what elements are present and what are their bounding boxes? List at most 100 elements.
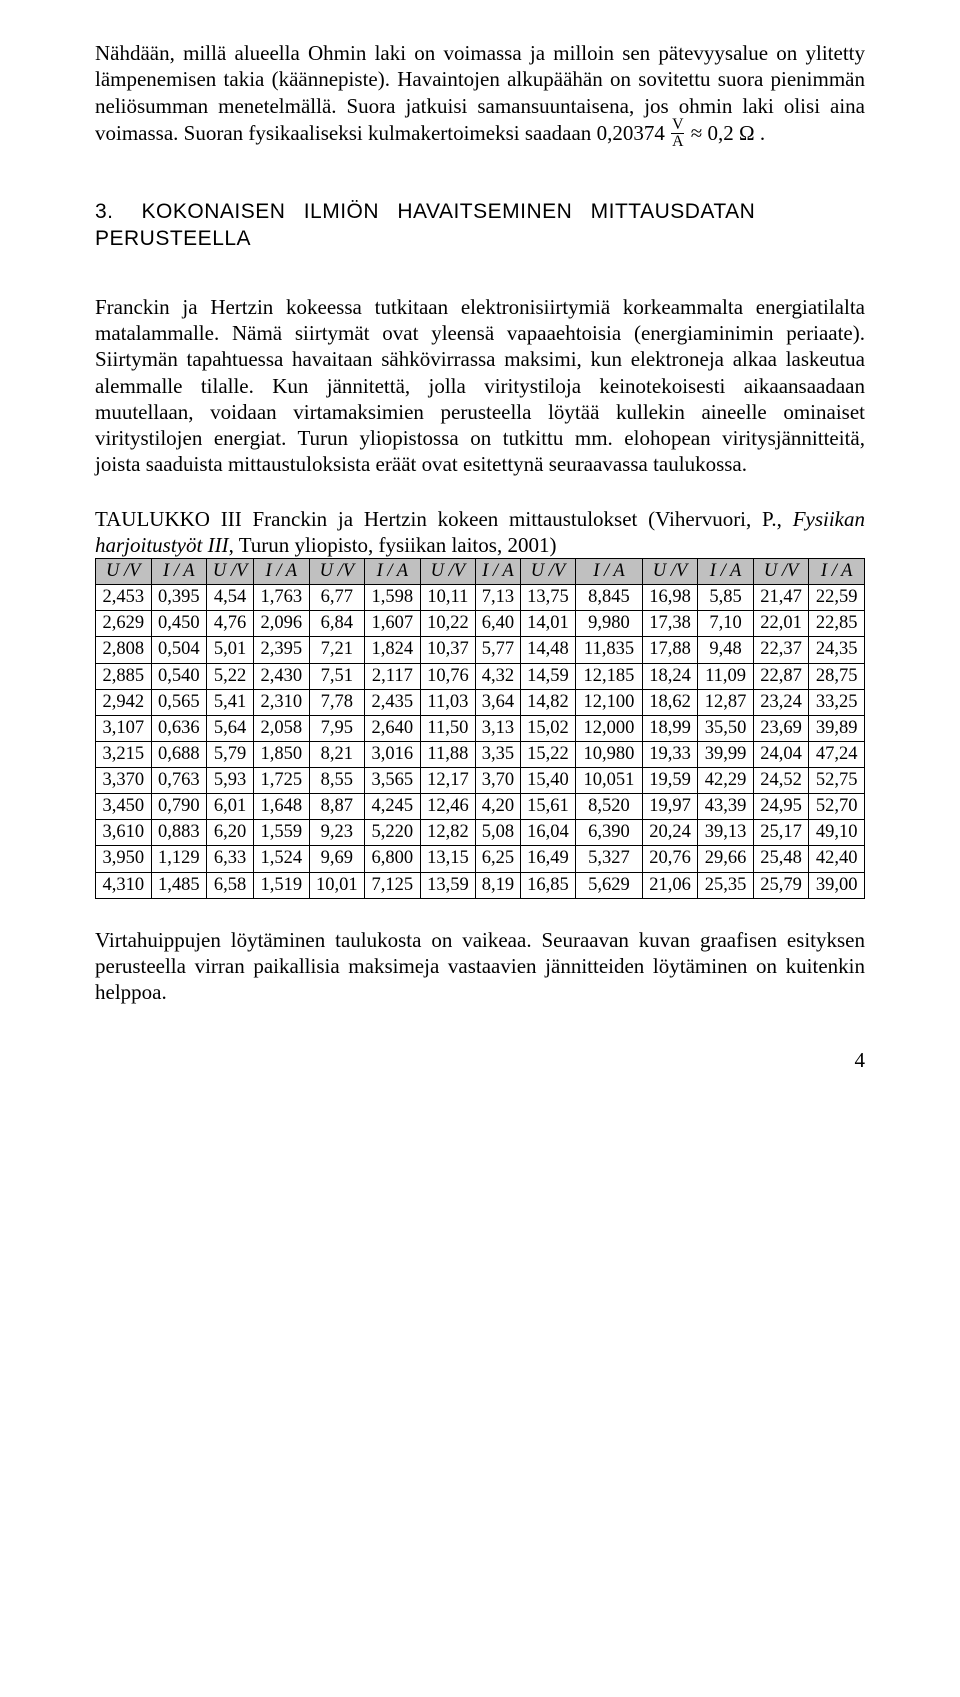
table-cell: 22,59 (809, 585, 865, 611)
table-cell: 15,02 (520, 715, 576, 741)
table-cell: 23,69 (753, 715, 809, 741)
table-cell: 24,52 (753, 768, 809, 794)
table-cell: 24,04 (753, 741, 809, 767)
table-row: 3,1070,6365,642,0587,952,64011,503,1315,… (96, 715, 865, 741)
table-cell: 21,47 (753, 585, 809, 611)
table-cell: 3,215 (96, 741, 152, 767)
table-cell: 1,725 (254, 768, 310, 794)
table-cell: 6,84 (309, 611, 365, 637)
table-cell: 33,25 (809, 689, 865, 715)
caption-pre: TAULUKKO III Franckin ja Hertzin kokeen … (95, 507, 793, 531)
table-header-cell: I / A (476, 559, 521, 585)
table-cell: 10,11 (420, 585, 476, 611)
table-header-cell: U /V (96, 559, 152, 585)
table-cell: 2,942 (96, 689, 152, 715)
table-cell: 3,13 (476, 715, 521, 741)
table-cell: 16,04 (520, 820, 576, 846)
table-cell: 1,824 (365, 637, 421, 663)
paragraph-conclusion: Virtahuippujen löytäminen taulukosta on … (95, 927, 865, 1006)
table-cell: 2,058 (254, 715, 310, 741)
table-cell: 2,435 (365, 689, 421, 715)
table-cell: 39,13 (698, 820, 754, 846)
page: Nähdään, millä alueella Ohmin laki on vo… (0, 0, 960, 1114)
table-cell: 12,100 (576, 689, 643, 715)
table-cell: 1,524 (254, 846, 310, 872)
table-cell: 5,79 (207, 741, 254, 767)
table-cell: 10,76 (420, 663, 476, 689)
table-cell: 2,885 (96, 663, 152, 689)
table-row: 3,3700,7635,931,7258,553,56512,173,7015,… (96, 768, 865, 794)
table-cell: 5,77 (476, 637, 521, 663)
table-cell: 12,000 (576, 715, 643, 741)
table-cell: 10,22 (420, 611, 476, 637)
table-cell: 12,17 (420, 768, 476, 794)
table-cell: 6,40 (476, 611, 521, 637)
table-cell: 3,450 (96, 794, 152, 820)
table-row: 2,9420,5655,412,3107,782,43511,033,6414,… (96, 689, 865, 715)
table-head: U /VI / AU /VI / AU /VI / AU /VI / AU /V… (96, 559, 865, 585)
table-cell: 6,800 (365, 846, 421, 872)
table-cell: 15,40 (520, 768, 576, 794)
table-cell: 4,245 (365, 794, 421, 820)
table-row: 2,8850,5405,222,4307,512,11710,764,3214,… (96, 663, 865, 689)
table-cell: 7,95 (309, 715, 365, 741)
table-cell: 52,75 (809, 768, 865, 794)
table-cell: 7,78 (309, 689, 365, 715)
table-cell: 11,835 (576, 637, 643, 663)
table-cell: 0,450 (151, 611, 207, 637)
table-cell: 8,845 (576, 585, 643, 611)
table-cell: 1,763 (254, 585, 310, 611)
table-cell: 5,93 (207, 768, 254, 794)
table-cell: 13,15 (420, 846, 476, 872)
section-heading: 3.KOKONAISEN ILMIÖN HAVAITSEMINEN MITTAU… (95, 199, 865, 252)
formula-approx: 0,2 Ω (707, 121, 754, 145)
table-cell: 0,763 (151, 768, 207, 794)
table-cell: 6,25 (476, 846, 521, 872)
table-cell: 4,54 (207, 585, 254, 611)
table-cell: 42,40 (809, 846, 865, 872)
table-cell: 9,23 (309, 820, 365, 846)
table-cell: 2,430 (254, 663, 310, 689)
table-cell: 11,03 (420, 689, 476, 715)
table-cell: 5,08 (476, 820, 521, 846)
period: . (760, 121, 765, 145)
table-cell: 2,453 (96, 585, 152, 611)
table-cell: 23,24 (753, 689, 809, 715)
table-cell: 9,69 (309, 846, 365, 872)
table-cell: 16,98 (642, 585, 698, 611)
table-cell: 39,89 (809, 715, 865, 741)
table-cell: 11,09 (698, 663, 754, 689)
table-header-cell: U /V (309, 559, 365, 585)
table-cell: 3,565 (365, 768, 421, 794)
paragraph-body: Franckin ja Hertzin kokeessa tutkitaan e… (95, 294, 865, 478)
table-cell: 5,01 (207, 637, 254, 663)
table-cell: 4,20 (476, 794, 521, 820)
table-cell: 25,35 (698, 872, 754, 898)
table-cell: 14,01 (520, 611, 576, 637)
table-cell: 1,598 (365, 585, 421, 611)
table-cell: 14,82 (520, 689, 576, 715)
table-cell: 3,70 (476, 768, 521, 794)
table-cell: 18,62 (642, 689, 698, 715)
table-cell: 7,21 (309, 637, 365, 663)
table-cell: 28,75 (809, 663, 865, 689)
table-cell: 25,48 (753, 846, 809, 872)
table-cell: 3,107 (96, 715, 152, 741)
table-cell: 16,85 (520, 872, 576, 898)
table-cell: 4,32 (476, 663, 521, 689)
spacer (95, 175, 865, 189)
table-cell: 7,10 (698, 611, 754, 637)
table-cell: 10,980 (576, 741, 643, 767)
table-cell: 2,096 (254, 611, 310, 637)
table-cell: 8,55 (309, 768, 365, 794)
table-cell: 6,77 (309, 585, 365, 611)
fraction-num: V (671, 117, 684, 134)
table-cell: 7,13 (476, 585, 521, 611)
table-cell: 15,61 (520, 794, 576, 820)
table-cell: 39,99 (698, 741, 754, 767)
table-cell: 4,310 (96, 872, 152, 898)
table-header-cell: I / A (698, 559, 754, 585)
table-header-cell: I / A (576, 559, 643, 585)
table-cell: 8,87 (309, 794, 365, 820)
table-cell: 6,58 (207, 872, 254, 898)
